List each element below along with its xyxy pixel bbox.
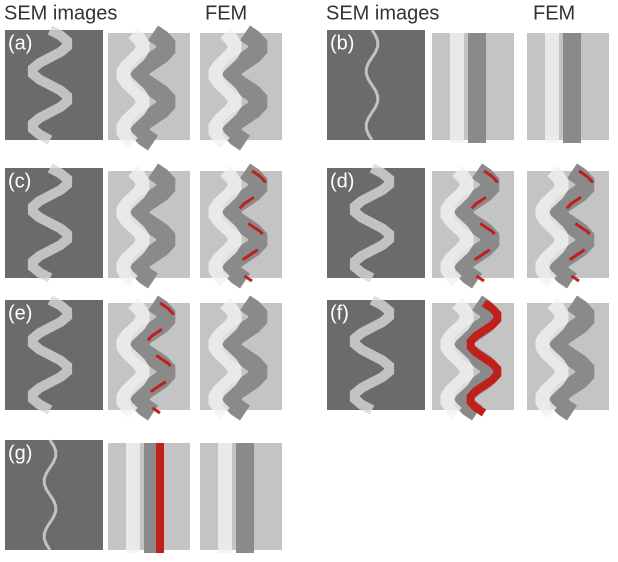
figure: SEM images FEM SEM images FEM (a) (b) (c) (… (0, 0, 618, 562)
panel-label: (c) (8, 170, 31, 192)
header-fem: FEM (205, 2, 247, 24)
header-fem: FEM (533, 2, 575, 24)
header-sem: SEM images (4, 2, 117, 24)
panel-label: (d) (330, 170, 354, 192)
panel-label: (a) (8, 32, 32, 54)
panel-label: (e) (8, 302, 32, 324)
panel-label: (b) (330, 32, 354, 54)
header-sem: SEM images (326, 2, 439, 24)
panel-label: (f) (330, 302, 349, 324)
panel-label: (g) (8, 442, 32, 464)
